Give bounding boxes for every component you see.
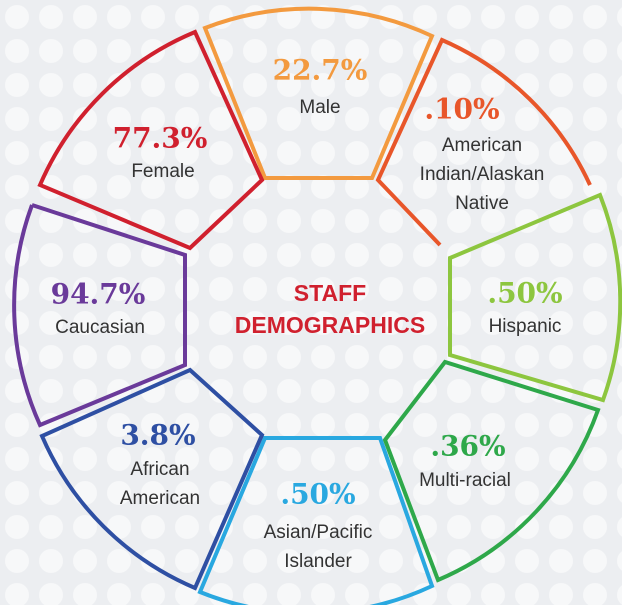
segment-outline	[375, 37, 592, 247]
segment-outline	[37, 29, 265, 251]
segment-outline	[382, 359, 601, 583]
segment-label: Multi-racial	[419, 470, 511, 491]
segment-label: Asian/Pacific	[264, 522, 373, 543]
segment-value: .50%	[280, 478, 355, 511]
segment-label: Indian/Alaskan	[420, 164, 545, 185]
segment-outline	[197, 436, 435, 605]
segment-outline	[39, 367, 265, 591]
segment-outline	[12, 203, 187, 428]
segment-label: Native	[455, 193, 509, 214]
segment-label: Male	[299, 97, 340, 118]
segment-value: 22.7%	[273, 54, 368, 87]
segment-label: American	[442, 135, 522, 156]
segment-value: 94.7%	[51, 278, 146, 311]
title: STAFF	[294, 280, 366, 306]
segment-value: .50%	[487, 277, 562, 310]
segment-label: Female	[131, 161, 194, 182]
segment-label: African	[130, 459, 189, 480]
segment-label: Islander	[284, 551, 352, 572]
segment-label: American	[120, 488, 200, 509]
title: DEMOGRAPHICS	[235, 312, 425, 338]
segment-outline	[448, 192, 622, 403]
segment-label: Caucasian	[55, 317, 145, 338]
segment-value: 77.3%	[113, 122, 208, 155]
segment-label: Hispanic	[489, 316, 562, 337]
segment-value: .10%	[424, 93, 499, 126]
segment-outline	[202, 6, 435, 180]
segment-value: .36%	[430, 430, 505, 463]
segment-value: 3.8%	[120, 419, 195, 452]
